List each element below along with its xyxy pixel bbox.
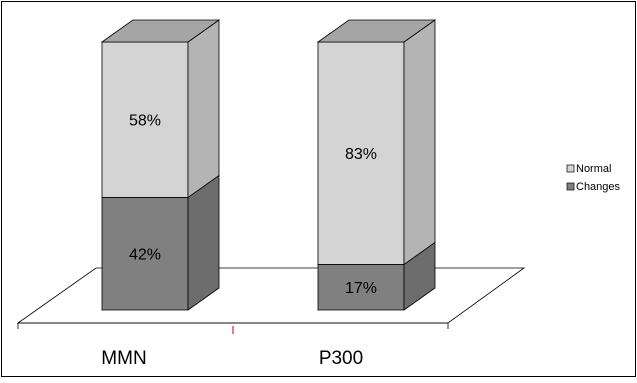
data-label-changes-1: 17%	[345, 280, 377, 297]
bar-side-normal-1	[403, 19, 436, 266]
data-label-normal-0: 58%	[129, 113, 161, 130]
data-label-normal-1: 83%	[345, 146, 377, 163]
bar-top-normal-1	[316, 19, 437, 43]
bar-normal-0	[101, 41, 189, 198]
category-label-0: MMN	[101, 348, 146, 369]
legend-swatch-changes	[566, 182, 575, 191]
legend-swatch-normal	[566, 164, 575, 173]
bar-top-normal-0	[100, 19, 221, 43]
category-label-1: P300	[319, 348, 363, 369]
bar-normal-1	[317, 41, 405, 265]
bars-layer: 42% 58% 17% 83%	[100, 19, 437, 311]
bar-side-normal-0	[187, 19, 220, 199]
bar-changes-1	[317, 264, 405, 311]
chart-floor	[16, 267, 526, 324]
bar-side-changes-0	[187, 174, 220, 311]
legend: Normal Changes	[566, 163, 621, 193]
bar-changes-0	[101, 197, 189, 311]
legend-label-normal: Normal	[576, 163, 611, 175]
legend-label-changes: Changes	[576, 181, 621, 193]
data-label-changes-0: 42%	[129, 247, 161, 264]
